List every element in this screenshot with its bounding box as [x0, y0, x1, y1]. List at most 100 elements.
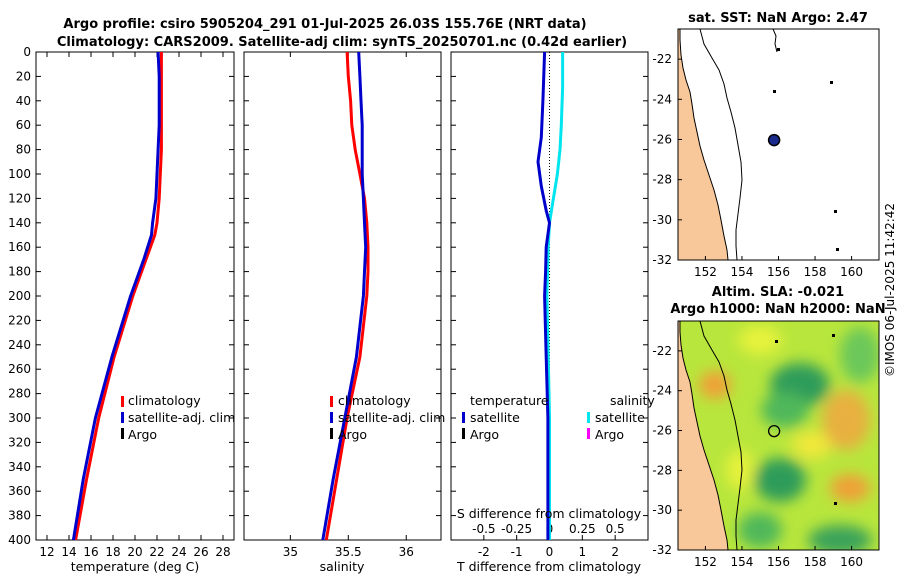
x-tick-label: -1	[511, 545, 523, 559]
legend-salinity-title: salinity	[610, 393, 655, 408]
legend-t-satellite-swatch	[462, 412, 465, 423]
series-line-temperature-satellite	[536, 51, 551, 540]
sla-blob	[699, 371, 731, 399]
imos-watermark: ©IMOS 06-Jul-2025 11:42:42	[883, 203, 897, 377]
legend-t-argo-swatch	[462, 428, 465, 439]
lon-tick-label: 158	[804, 265, 827, 279]
sla-blob	[830, 474, 870, 502]
x-tick-label: 35	[283, 545, 298, 559]
lon-tick-label: 154	[731, 265, 754, 279]
legend-climatology: climatology	[338, 393, 411, 408]
y-tick-label: 180	[8, 265, 31, 279]
legend-argo: Argo	[128, 427, 157, 442]
lat-tick-label: -24	[652, 384, 672, 398]
lon-tick-label: 160	[840, 265, 863, 279]
legend-climatology-swatch	[330, 396, 333, 407]
legend-satellite: satellite-adj. clim	[128, 410, 235, 425]
x-tick-label: 18	[105, 545, 120, 559]
s-tick-label: 0.25	[569, 522, 596, 536]
legend-satellite-swatch	[121, 412, 124, 423]
legend-satellite-swatch	[330, 412, 333, 423]
sst-map-axes: 152 154 156 158 160 -22 -24 -26 -28 -30 -32	[652, 52, 863, 279]
legend-satellite: satellite-adj. clim	[338, 410, 445, 425]
y-tick-label: 20	[16, 69, 31, 83]
x-tick-label: 36	[399, 545, 414, 559]
x-tick-label: 22	[149, 545, 164, 559]
difference-legend: temperature satellite Argo salinity sate…	[462, 393, 655, 442]
y-tick-label: 0	[23, 45, 31, 59]
salinity-axes	[243, 51, 442, 541]
sst-map-title: sat. SST: NaN Argo: 2.47	[688, 11, 868, 26]
y-tick-label: 380	[8, 509, 31, 523]
legend-climatology-swatch	[121, 396, 124, 407]
legend-argo: Argo	[338, 427, 367, 442]
legend-s-argo: Argo	[595, 427, 624, 442]
argo-float-marker	[767, 424, 781, 438]
sla-blob	[738, 325, 782, 355]
salinity-legend: climatology satellite-adj. clim Argo	[330, 393, 445, 442]
y-tick-label: 300	[8, 411, 31, 425]
legend-climatology: climatology	[128, 393, 201, 408]
figure-subtitle: Climatology: CARS2009. Satellite-adj cli…	[57, 35, 627, 50]
sla-islet	[834, 502, 837, 505]
y-tick-label: 140	[8, 216, 31, 230]
sla-islet	[832, 334, 835, 337]
legend-s-argo-swatch	[587, 428, 590, 439]
lat-tick-label: -32	[652, 253, 672, 267]
legend-temperature-title: temperature	[470, 393, 549, 408]
sla-bathymetry-contour	[699, 321, 743, 550]
lon-tick-label: 156	[767, 265, 790, 279]
lon-tick-label: 158	[804, 555, 827, 569]
sla-map-subtitle: Argo h1000: NaN h2000: NaN	[670, 302, 885, 317]
s-difference-label: S difference from climatology	[457, 506, 642, 521]
y-tick-label: 80	[16, 143, 31, 157]
series-line-satellite-adj-clim	[321, 51, 368, 541]
sla-blob	[761, 392, 809, 428]
x-tick-label: 28	[215, 545, 230, 559]
y-tick-label: 100	[8, 167, 31, 181]
x-tick-label: 2	[611, 545, 619, 559]
sst-islet	[830, 81, 833, 84]
x-tick-label: 1	[579, 545, 587, 559]
sla-blob	[738, 512, 782, 548]
legend-argo-swatch	[330, 428, 333, 439]
lon-tick-label: 154	[731, 555, 754, 569]
temperature-axes	[35, 51, 235, 541]
sla-blob	[840, 327, 879, 383]
lon-tick-label: 156	[767, 555, 790, 569]
y-tick-label: 220	[8, 313, 31, 327]
lon-tick-label: 152	[694, 265, 717, 279]
sla-blob	[726, 450, 754, 490]
sla-map	[678, 321, 879, 550]
y-tick-label: 260	[8, 362, 31, 376]
salinity-xlabel: salinity	[320, 559, 365, 574]
x-tick-label: 12	[39, 545, 54, 559]
difference-panel: -2 -1 0 1 2-0.5 -0.25 0 0.25 0.5	[451, 51, 648, 559]
lon-tick-label: 152	[694, 555, 717, 569]
sst-islet	[834, 210, 837, 213]
x-tick-label: 16	[83, 545, 98, 559]
legend-s-satellite: satellite	[595, 410, 645, 425]
sla-coastline	[678, 321, 729, 550]
x-tick-label: 26	[193, 545, 208, 559]
y-tick-label: 40	[16, 94, 31, 108]
series-line-satellite-adj-clim	[71, 51, 161, 541]
legend-argo-swatch	[121, 428, 124, 439]
difference-xlabel: T difference from climatology	[456, 559, 642, 574]
lat-tick-label: -26	[652, 424, 672, 438]
x-tick-label: 20	[127, 545, 142, 559]
x-tick-label: -2	[478, 545, 490, 559]
sla-blob	[754, 458, 806, 502]
y-tick-label: 240	[8, 338, 31, 352]
salinity-panel: 35 35.5 36	[244, 51, 441, 559]
s-tick-label: -0.5	[472, 522, 495, 536]
lat-tick-label: -26	[652, 132, 672, 146]
lat-tick-label: -22	[652, 344, 672, 358]
x-tick-label: 0	[546, 545, 554, 559]
temperature-xlabel: temperature (deg C)	[71, 559, 200, 574]
y-tick-label: 340	[8, 460, 31, 474]
sst-islet	[836, 248, 839, 251]
lon-tick-label: 160	[840, 555, 863, 569]
sla-islet	[775, 340, 778, 343]
